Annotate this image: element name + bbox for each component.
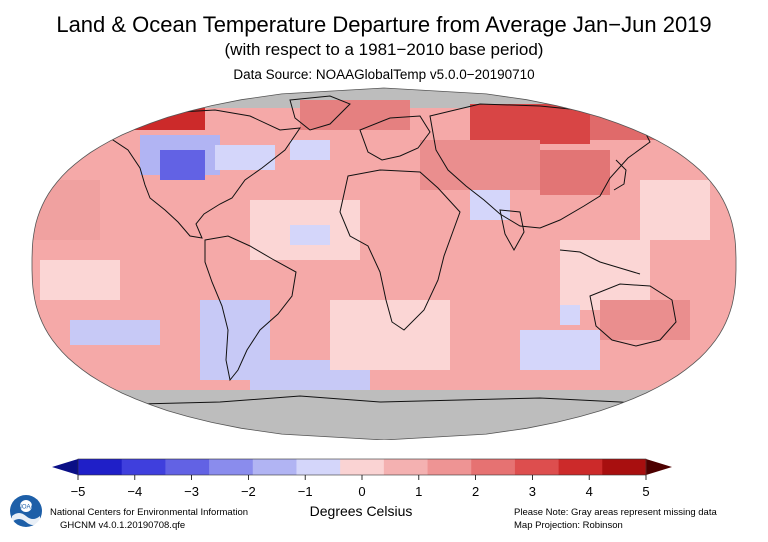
legend-swatch xyxy=(558,459,603,475)
light-patch xyxy=(40,260,120,300)
footer-version: GHCNM v4.0.1.20190708.qfe xyxy=(60,520,186,531)
south-america-outline xyxy=(204,235,297,382)
africa-outline xyxy=(339,169,461,331)
footer-credits: National Centers for Environmental Infor… xyxy=(50,506,248,532)
light-patch xyxy=(330,300,450,370)
warm-patch xyxy=(540,150,610,195)
legend-swatch xyxy=(296,459,341,475)
greenland-outline xyxy=(289,95,351,131)
legend-swatch xyxy=(165,459,210,475)
globe-border xyxy=(31,87,737,440)
legend-swatch xyxy=(383,459,429,475)
legend-tick-label: −4 xyxy=(127,484,143,499)
legend-swatch xyxy=(121,459,166,475)
legend-swatch xyxy=(78,459,123,475)
warm-patch xyxy=(600,300,690,340)
light-patch xyxy=(560,240,650,310)
india-outline xyxy=(499,209,525,252)
legend-tick-label: −1 xyxy=(297,484,313,499)
light-patch xyxy=(640,180,710,240)
legend-tick-label: −3 xyxy=(184,484,199,499)
legend-swatch xyxy=(602,459,647,475)
color-legend xyxy=(52,458,672,480)
legend-tick-label: 0 xyxy=(358,484,366,499)
legend-tick-label: 5 xyxy=(642,484,650,499)
legend-tick-marks xyxy=(77,475,647,480)
legend-tick-label: 4 xyxy=(585,484,593,499)
data-source: Data Source: NOAAGlobalTemp v5.0.0−20190… xyxy=(233,67,535,82)
warm-patch xyxy=(590,110,660,140)
europe-outline xyxy=(359,115,431,161)
warm-patch xyxy=(32,180,100,240)
legend-swatch xyxy=(471,459,516,475)
antarctica-outline xyxy=(59,395,701,409)
warm-patch xyxy=(470,104,590,144)
legend-units-label: Degrees Celsius xyxy=(309,503,413,519)
legend-tick-label: 3 xyxy=(528,484,536,499)
map-title: Land & Ocean Temperature Departure from … xyxy=(56,12,712,37)
cold-patch xyxy=(290,140,330,160)
legend-swatch xyxy=(209,459,254,475)
north-america-outline xyxy=(99,109,302,239)
cold-patch xyxy=(290,225,330,245)
map-field xyxy=(32,88,736,440)
indonesia-outline xyxy=(559,249,641,275)
cold-patch xyxy=(560,305,580,325)
svg-text:NOAA: NOAA xyxy=(17,505,34,511)
antarctic-missing-data xyxy=(32,390,736,440)
japan-outline xyxy=(613,159,627,191)
footer-projection: Map Projection: Robinson xyxy=(514,520,623,531)
legend-high-arrow xyxy=(646,459,672,475)
legend-tick-label: −2 xyxy=(240,484,256,499)
warm-patch xyxy=(300,100,410,130)
cold-patch xyxy=(70,320,160,345)
legend-swatch xyxy=(514,459,560,475)
australia-outline xyxy=(589,283,677,347)
cold-patch xyxy=(215,145,275,170)
legend-low-arrow xyxy=(52,459,78,475)
world-temperature-map xyxy=(31,87,737,440)
warm-patch xyxy=(420,140,540,190)
noaa-logo: NOAA xyxy=(10,495,42,527)
legend-swatch xyxy=(252,459,297,475)
footer-missing-data-note: Please Note: Gray areas represent missin… xyxy=(514,507,717,518)
footer-notes: Please Note: Gray areas represent missin… xyxy=(514,506,717,532)
cold-patch xyxy=(520,330,600,370)
legend-tick-label: 1 xyxy=(415,484,423,499)
map-subtitle: (with respect to a 1981−2010 base period… xyxy=(224,40,544,59)
footer-agency: National Centers for Environmental Infor… xyxy=(50,507,249,518)
legend-tick-label: 2 xyxy=(471,484,480,499)
legend-tick-label: −5 xyxy=(70,484,86,499)
legend-swatches xyxy=(52,458,672,476)
legend-swatch xyxy=(427,459,472,475)
legend-swatch xyxy=(340,459,385,475)
cold-patch xyxy=(160,150,205,180)
